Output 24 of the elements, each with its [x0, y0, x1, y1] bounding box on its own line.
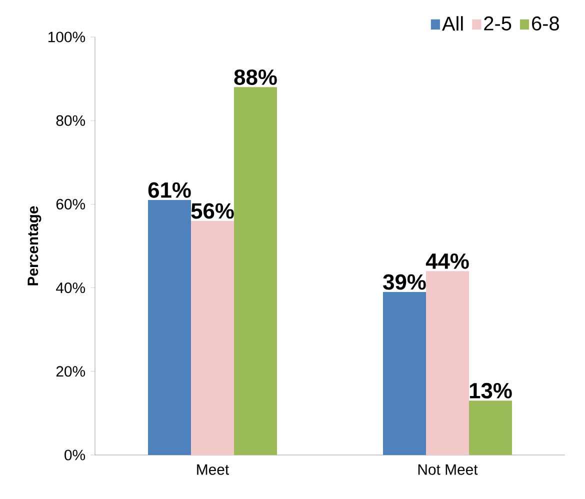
bar [191, 220, 234, 455]
legend-label: 2-5 [484, 16, 512, 30]
data-label: 56% [191, 203, 234, 219]
bar [148, 200, 191, 455]
data-label: 61% [148, 182, 191, 198]
legend-label: 6-8 [532, 16, 559, 30]
bar [234, 87, 278, 455]
data-label: 44% [426, 253, 469, 269]
x-tick-label: Not Meet [418, 464, 478, 475]
y-axis-title: Percentage [28, 206, 42, 286]
y-tick-label: 0% [64, 450, 86, 460]
data-label: 88% [234, 69, 277, 85]
y-tick-label: 60% [56, 198, 86, 210]
y-tick-label: 40% [56, 282, 86, 294]
y-tick-label: 20% [56, 366, 86, 377]
data-label: 39% [383, 274, 426, 290]
y-tick-label: 100% [48, 32, 86, 42]
legend-label: All [442, 16, 463, 31]
bar [469, 400, 512, 455]
data-label: 13% [470, 382, 512, 398]
bar [426, 271, 470, 455]
x-tick-label: Meet [197, 464, 230, 475]
y-tick-label: 80% [56, 115, 86, 126]
bar [383, 292, 426, 455]
